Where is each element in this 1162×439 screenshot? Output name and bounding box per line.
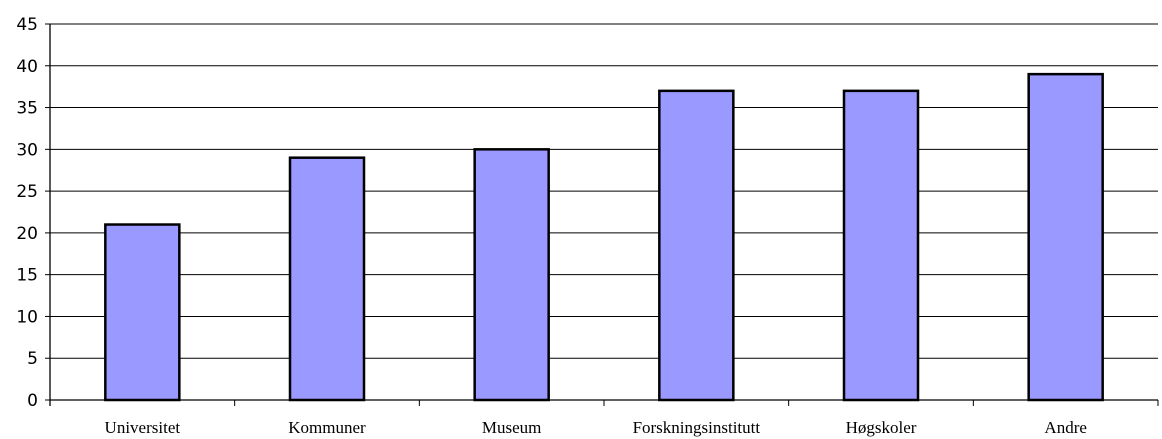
x-tick-label: Forskningsinstitutt	[633, 418, 761, 437]
y-tick-label: 30	[16, 140, 38, 160]
y-tick-label: 40	[16, 57, 38, 77]
x-tick-label: Museum	[482, 418, 542, 437]
gridlines	[50, 23, 1158, 359]
x-tick-label: Andre	[1044, 418, 1086, 437]
bar-høgskoler	[842, 89, 920, 402]
y-tick-label: 15	[16, 266, 38, 286]
x-tick-label: Universitet	[105, 418, 181, 437]
y-tick-label: 10	[16, 307, 38, 327]
y-tick-label: 20	[16, 224, 38, 244]
y-tick-label: 45	[16, 15, 38, 35]
bar-kommuner	[288, 156, 366, 402]
x-tick-labels: Universitet Kommuner Museum Forskningsinsti…	[105, 418, 1087, 437]
x-tick-label: Kommuner	[288, 418, 366, 437]
y-tick-label: 25	[16, 182, 38, 202]
bar-forskningsinstitutt	[658, 89, 735, 402]
y-tick-label: 35	[16, 99, 38, 119]
y-tick-label: 0	[27, 391, 38, 411]
bar-universitet	[104, 223, 181, 402]
x-tick-label: Høgskoler	[846, 418, 917, 437]
y-tick-label: 5	[27, 349, 38, 369]
bar-andre	[1027, 72, 1104, 402]
bars	[104, 72, 1104, 402]
y-tick-labels: 0 5 10 15 20 25 30 35 40 45	[16, 15, 38, 411]
axes	[45, 23, 1159, 406]
bar-museum	[473, 148, 550, 402]
